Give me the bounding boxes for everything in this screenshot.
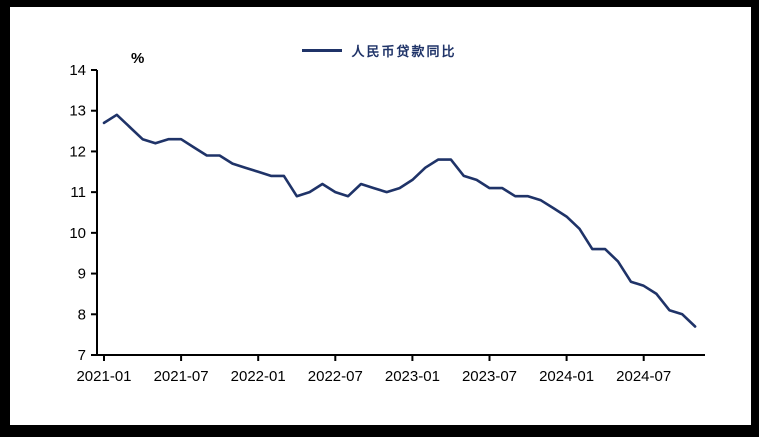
x-tick-label: 2023-07	[462, 368, 517, 385]
y-tick-label: 9	[78, 266, 86, 283]
x-tick-label: 2022-07	[308, 368, 363, 385]
y-tick-label: 14	[69, 62, 86, 79]
x-tick-label: 2021-01	[76, 368, 131, 385]
y-axis-unit-label: %	[131, 50, 145, 67]
series-line	[102, 113, 697, 328]
x-tick-label: 2022-01	[231, 368, 286, 385]
y-tick-label: 13	[69, 103, 86, 120]
y-tick-label: 7	[78, 347, 86, 364]
y-tick-label: 12	[69, 143, 86, 160]
y-tick-label: 8	[78, 306, 86, 323]
y-tick-label: 10	[69, 225, 86, 242]
x-tick-label: 2024-01	[539, 368, 594, 385]
x-tick-label: 2021-07	[154, 368, 209, 385]
x-tick-label: 2023-01	[385, 368, 440, 385]
y-tick-label: 11	[70, 184, 86, 201]
x-tick-label: 2024-07	[616, 368, 671, 385]
